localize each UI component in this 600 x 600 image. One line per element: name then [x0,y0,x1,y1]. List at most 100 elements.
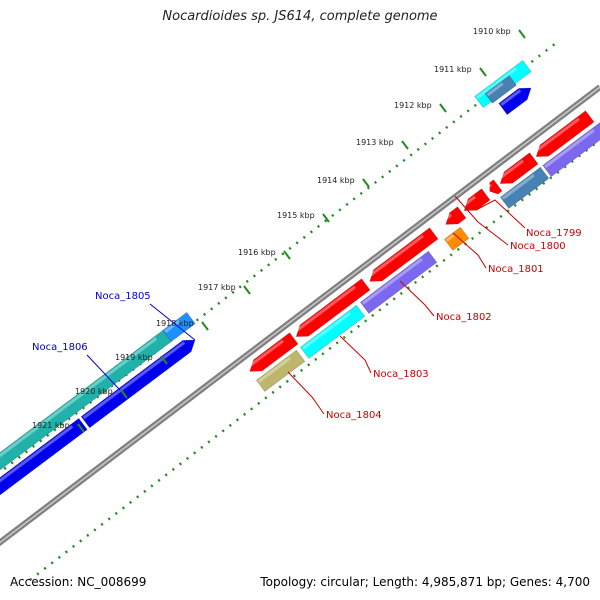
dotted-guides [0,39,600,581]
feature-red-a-body [295,278,371,337]
tick-label-8: 1917 kbp [198,283,236,292]
feature-blue-top-body [498,87,532,116]
feature-purple-a [359,250,438,314]
feature-noca-1802 [367,227,439,282]
gene-label-noca-1803: Noca_1803 [373,369,429,380]
feature-purple-b-body [542,122,600,178]
tick-mark-1 [518,29,526,39]
tick-mark-7 [283,250,291,260]
feature-steel-top-body [484,75,517,104]
feature-noca-1803-shine [301,312,351,350]
feature-noca-1799 [497,152,539,184]
summary-text: Topology: circular; Length: 4,985,871 bp… [260,575,590,589]
gene-label-noca-1802: Noca_1802 [436,312,492,323]
feature-noca-1804-shine [257,357,291,383]
feature-blue-strand-1-body [0,417,88,496]
tick-mark-12 [77,423,85,433]
gene-labels: Noca_1799 Noca_1800 Noca_1801 Noca_1802 Noca… [32,195,582,421]
gene-label-noca-1800: Noca_1800 [510,241,566,252]
tick-label-12: 1921 kbp [32,421,70,430]
accession-text: Accession: NC_008699 [10,575,147,589]
tick-mark-3 [439,103,447,113]
feature-noca-1801-shine [445,234,455,242]
tick-label-6: 1915 kbp [277,211,315,220]
gene-label-noca-1804: Noca_1804 [326,410,382,421]
feature-teal-strand-shine [0,337,158,458]
feature-purple-b [542,122,600,178]
tick-label-11: 1920 kbp [75,387,113,396]
gene-leader-8 [86,354,121,391]
feature-noca-1801-a-shine [443,213,452,222]
gene-leader-3 [452,232,487,269]
feature-red-b-body [535,110,595,157]
tick-label-3: 1912 kbp [394,101,432,110]
gene-label-noca-1805: Noca_1805 [95,291,151,302]
map-title: Nocardioides sp. JS614, complete genome [162,9,438,24]
feature-purple-a-shine [361,258,423,305]
backbone [0,84,600,547]
feature-noca-1804 [255,349,306,392]
tick-label-1: 1910 kbp [473,27,511,36]
gene-leader-6 [287,371,325,415]
feature-noca-1802-body [369,227,439,282]
dotted-guide-1 [0,39,561,474]
tick-mark-10 [160,355,168,365]
feature-noca-1801 [443,226,470,251]
feature-steel-top-shine [486,82,504,97]
tick-mark-2 [479,67,487,77]
feature-noca-1801-a [443,206,467,225]
feature-purple-a-body [359,250,438,314]
tick-mark-4 [401,140,409,150]
dotted-guide-2 [29,139,600,581]
feature-purple-b-shine [544,129,595,168]
feature-noca-1801-b [487,179,503,195]
feature-noca-1800-shine [461,195,476,208]
feature-noca-1801-a-body [445,206,467,225]
feature-noca-1800-body [463,188,491,211]
feature-noca-1806-shine [82,341,186,420]
feature-noca-1799-shine [497,159,524,181]
tick-mark-11 [120,389,128,399]
tick-label-10: 1919 kbp [115,353,153,362]
feature-blue-top-shine [500,89,522,106]
tick-mark-9 [201,321,209,331]
feature-noca-1799-body [499,152,539,184]
feature-noca-1801-body [443,226,470,251]
gene-leader-7 [149,303,196,341]
feature-red-b-shine [533,117,580,154]
feature-red-b [533,110,595,157]
feature-steel-top [484,75,517,104]
backbone-highlight [0,86,600,544]
feature-noca-1803-body [299,304,366,359]
tick-mark-5 [362,178,370,188]
feature-noca-1805-shine [164,319,182,333]
tick-mark-8 [243,285,251,295]
gene-leader-4 [399,280,435,317]
feature-blue-top [498,87,532,116]
tick-mark-6 [322,213,330,223]
gene-leader-1 [475,199,526,229]
feature-blue-strand-1-shine [0,425,74,483]
feature-red-1804-top-body [249,332,299,372]
gene-label-noca-1806: Noca_1806 [32,342,88,353]
feature-red-1804-top [247,332,299,372]
feature-steel-b-shine [501,174,535,200]
feature-blue-strand-1 [0,417,88,496]
feature-noca-1801-b-shine [487,183,492,189]
feature-red-a [293,278,371,337]
gene-label-noca-1799: Noca_1799 [526,228,582,239]
feature-red-a-shine [293,285,356,334]
gene-leader-5 [339,335,372,374]
feature-cyan-top-shine [476,67,518,99]
tick-label-4: 1913 kbp [356,138,394,147]
feature-noca-1804-body [255,349,306,392]
feature-steel-b-body [499,166,550,209]
feature-noca-1803 [299,304,366,359]
tick-label-2: 1911 kbp [434,65,472,74]
backbone-line [0,84,600,547]
tick-label-5: 1914 kbp [317,176,355,185]
feature-red-1804-top-shine [247,339,284,369]
gene-leader-2 [454,195,509,246]
